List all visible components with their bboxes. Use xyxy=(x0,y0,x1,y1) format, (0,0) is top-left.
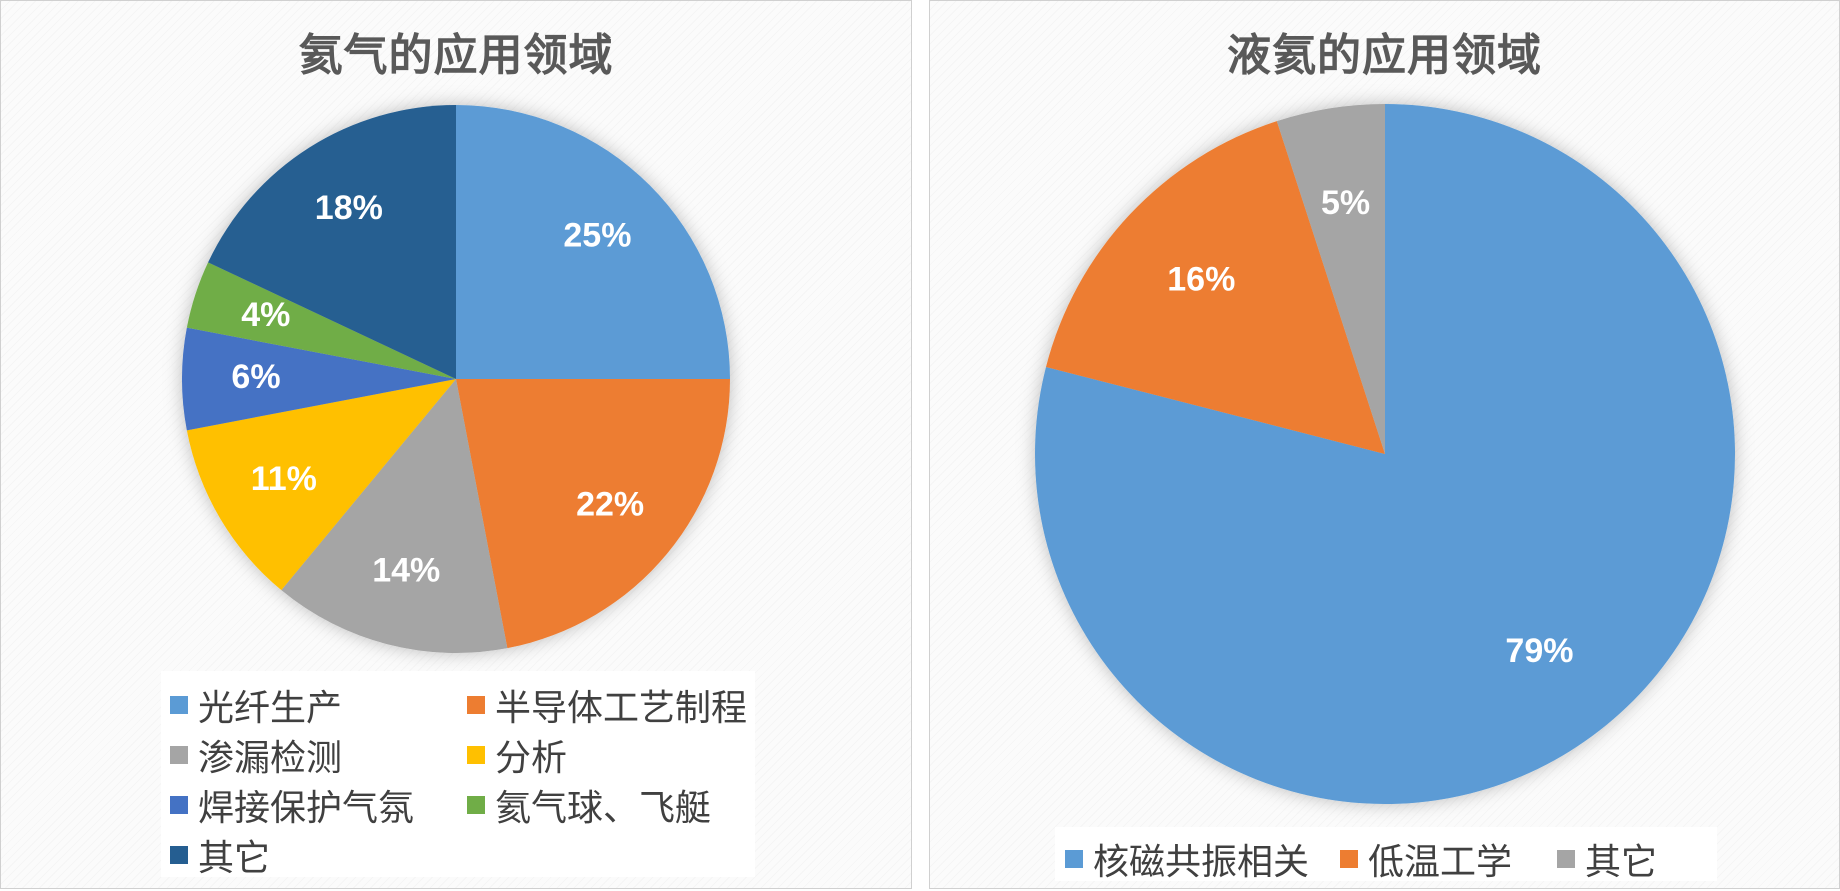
legend-swatch xyxy=(170,696,188,714)
legend-label: 渗漏检测 xyxy=(198,738,343,779)
data-label: 18% xyxy=(315,189,383,227)
legend-swatch xyxy=(1340,850,1358,868)
data-label: 6% xyxy=(231,358,280,396)
pie-slice xyxy=(208,105,456,379)
pie-slice xyxy=(456,105,730,379)
legend-swatch xyxy=(170,846,188,864)
legend-swatch xyxy=(467,796,485,814)
legend-label: 核磁共振相关 xyxy=(1093,842,1310,883)
data-label: 22% xyxy=(576,485,644,523)
legend-label: 焊接保护气氛 xyxy=(198,788,415,829)
pie-slice xyxy=(281,379,508,654)
legend-item: 其它 xyxy=(1557,833,1657,885)
pie-slice xyxy=(1276,104,1385,454)
legend-item: 氦气球、飞艇 xyxy=(467,779,711,831)
legend-label: 其它 xyxy=(198,838,271,879)
legend-item: 核磁共振相关 xyxy=(1065,833,1309,885)
chart-title-left: 氦气的应用领域 xyxy=(298,30,614,81)
pie-chart-left: 25% 22% 14% 11% 6% 4% 18% xyxy=(182,105,730,654)
data-label: 4% xyxy=(241,296,290,334)
legend-swatch xyxy=(1557,850,1575,868)
legend-item: 光纤生产 xyxy=(170,679,342,731)
legend-label: 半导体工艺制程 xyxy=(495,688,748,729)
legend-label: 氦气球、飞艇 xyxy=(495,788,712,829)
legend-swatch xyxy=(170,746,188,764)
pie-slice xyxy=(1045,121,1385,454)
legend-item: 低温工学 xyxy=(1340,833,1512,885)
legend-item: 渗漏检测 xyxy=(170,729,342,781)
legend-label: 光纤生产 xyxy=(198,688,343,729)
pie-slice xyxy=(186,379,457,591)
chart-panel-right: 液氦的应用领域 79% 16% 5% 核磁共振相关 低温工学 其它 xyxy=(929,0,1840,889)
legend-label: 其它 xyxy=(1585,842,1658,883)
data-label: 25% xyxy=(563,217,631,255)
legend-label: 分析 xyxy=(495,738,568,779)
data-label: 79% xyxy=(1505,632,1573,670)
data-label: 14% xyxy=(372,552,440,590)
legend-item: 焊接保护气氛 xyxy=(170,779,414,831)
pie-slice xyxy=(186,262,457,379)
legend-label: 低温工学 xyxy=(1368,842,1513,883)
legend-right: 核磁共振相关 低温工学 其它 xyxy=(1055,827,1717,883)
pie-slice xyxy=(182,327,456,431)
data-label: 11% xyxy=(251,460,317,498)
legend-item: 其它 xyxy=(170,829,270,881)
legend-left: 光纤生产 半导体工艺制程 渗漏检测 分析 焊接保护气氛 氦气球、飞艇 其它 xyxy=(161,671,755,879)
legend-swatch xyxy=(1065,850,1083,868)
chart-panel-left: 氦气的应用领域 25% 22% 14% 11% 6% 4% 18% 光纤生产 半导体工艺制程… xyxy=(0,0,912,889)
legend-swatch xyxy=(170,796,188,814)
legend-item: 分析 xyxy=(467,729,567,781)
legend-swatch xyxy=(467,746,485,764)
chart-title-right: 液氦的应用领域 xyxy=(1227,30,1542,81)
legend-item: 半导体工艺制程 xyxy=(467,679,747,731)
data-label: 5% xyxy=(1321,184,1370,222)
pie-chart-right: 79% 16% 5% xyxy=(1035,104,1735,804)
pie-slice xyxy=(456,379,730,649)
data-label: 16% xyxy=(1167,260,1235,298)
legend-swatch xyxy=(467,696,485,714)
